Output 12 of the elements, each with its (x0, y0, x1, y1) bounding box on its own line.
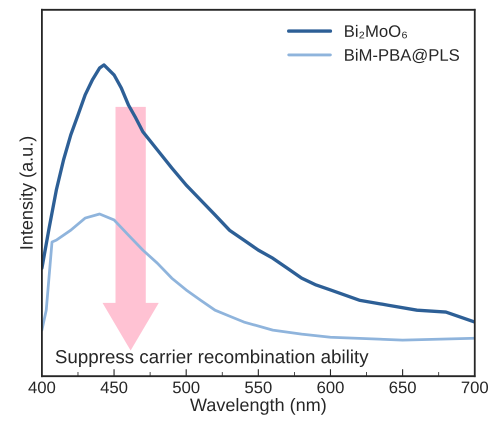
annotation: Suppress carrier recombination ability (56, 350, 369, 368)
x-tick-label: 700 (462, 381, 488, 394)
x-tick-label: 400 (28, 381, 56, 394)
x-axis-title: Wavelength (nm) (190, 398, 326, 415)
legend-label: BiM-PBA@PLS (345, 48, 459, 64)
x-tick-label: 600 (317, 381, 344, 394)
x-tick-label: 550 (245, 381, 272, 394)
x-tick-label: 650 (390, 381, 416, 394)
x-tick-label: 500 (172, 381, 200, 394)
y-axis-title: Intensity (a.u.) (20, 136, 36, 249)
x-tick-label: 450 (100, 381, 128, 394)
legend-label: Bi₂MoO₆ (345, 24, 407, 38)
